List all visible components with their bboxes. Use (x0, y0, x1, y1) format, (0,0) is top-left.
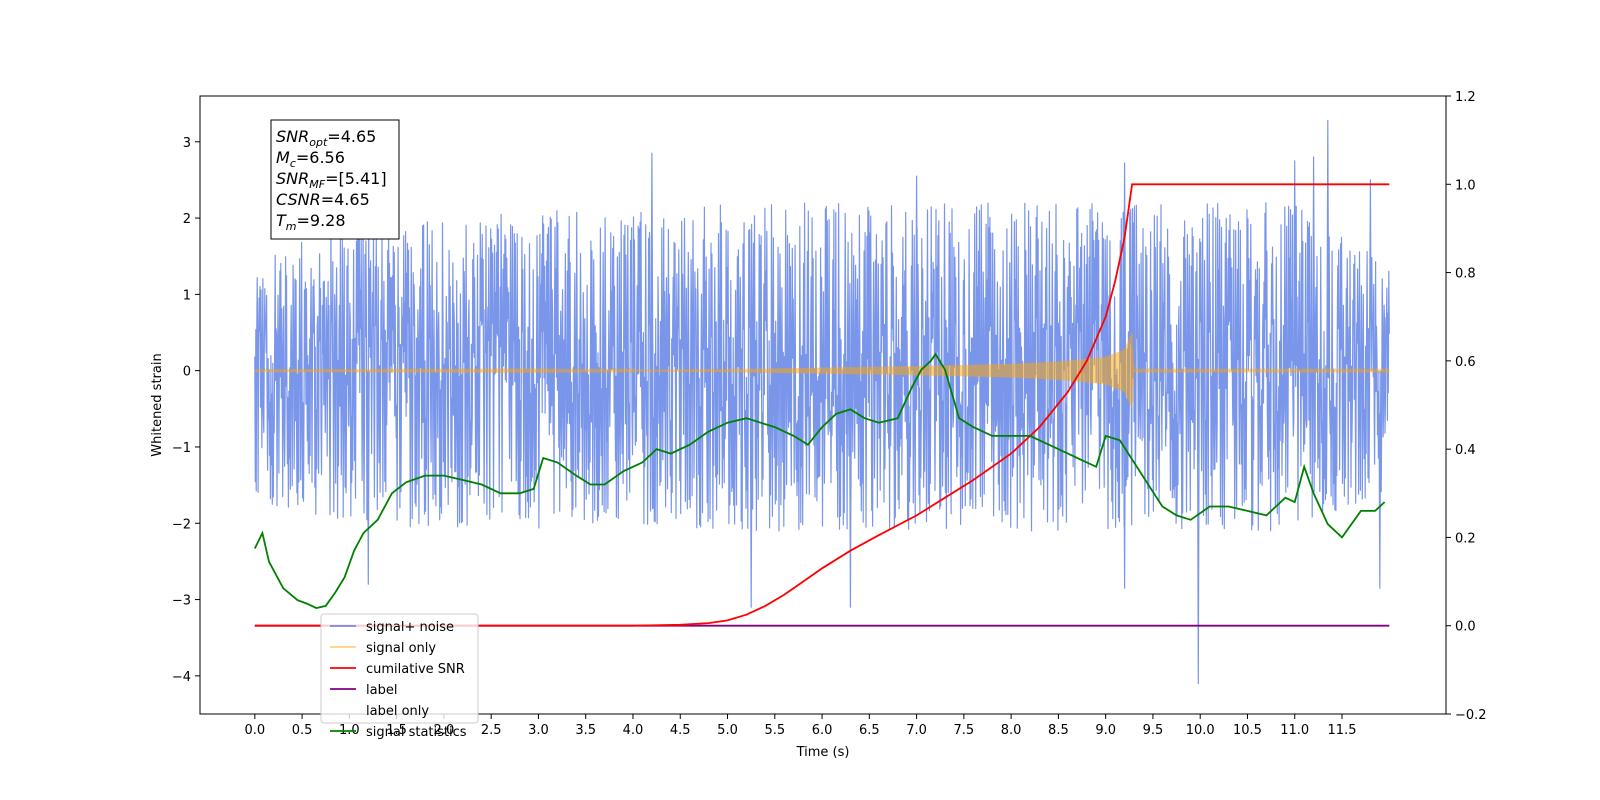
annotation-line: SNRopt=4.65 (276, 127, 376, 149)
x-tick-label: 3.0 (528, 723, 549, 738)
y2-tick-label: 0.4 (1455, 443, 1476, 458)
x-tick-label: 8.0 (1001, 723, 1022, 738)
x-tick-label: 6.0 (812, 723, 833, 738)
legend-entry: signal+ noise (366, 620, 454, 635)
annotation-box: SNRopt=4.65Mc=6.56SNRMF=[5.41]CSNR=4.65T… (270, 119, 400, 240)
y-tick-label: 3 (183, 136, 191, 151)
y-axis-left: −4 −3 −2 −1 0 1 2 3 (172, 136, 200, 685)
x-tick-label: 0.5 (292, 723, 313, 738)
series-signal-noise (254, 119, 1390, 685)
annotation-line: Tm=9.28 (276, 211, 346, 233)
annotation-subscript: opt (309, 136, 328, 149)
annotation-value: =4.65 (327, 127, 376, 146)
legend-entry: label only (366, 704, 429, 719)
y2-tick-label: 1.2 (1455, 90, 1476, 105)
annotation-symbol: T (276, 211, 287, 230)
legend-entry: signal statistics (366, 725, 467, 740)
x-tick-label: 5.5 (764, 723, 785, 738)
annotation-value: =[5.41] (325, 169, 387, 188)
x-axis: 0.0 0.5 1.0 1.5 2.0 2.5 3.0 3.5 4.0 4.5 5.0 5.5 6.0 6… (244, 714, 1356, 738)
legend-entry: signal only (366, 641, 436, 656)
y-tick-label: 2 (183, 212, 191, 227)
legend-entry: label (366, 683, 397, 698)
x-tick-label: 10.5 (1233, 723, 1262, 738)
y-tick-label: −4 (172, 670, 191, 685)
x-tick-label: 6.5 (859, 723, 880, 738)
y2-tick-label: 0.8 (1455, 267, 1476, 282)
legend-frame (320, 613, 479, 724)
annotation-value: =9.28 (297, 211, 346, 230)
y-axis-label: Whitened strain (150, 353, 165, 456)
annotation-line: CSNR=4.65 (276, 190, 370, 209)
annotation-value: =6.56 (296, 148, 345, 167)
x-tick-label: 5.0 (717, 723, 738, 738)
x-tick-label: 11.0 (1280, 723, 1309, 738)
x-tick-label: 8.5 (1048, 723, 1069, 738)
annotation-value: =4.65 (321, 190, 370, 209)
annotation-subscript: MF (309, 178, 325, 191)
x-tick-label: 0.0 (244, 723, 265, 738)
axes-frame (199, 95, 1447, 715)
y-axis-right: −0.2 0.0 0.2 0.4 0.6 0.8 1.0 1.2 (1446, 90, 1487, 723)
annotation-symbol: SNR (276, 169, 309, 188)
y2-tick-label: 0.2 (1455, 531, 1476, 546)
x-tick-label: 4.0 (623, 723, 644, 738)
x-tick-label: 9.0 (1095, 723, 1116, 738)
annotation-subscript: c (290, 157, 296, 170)
y-tick-label: −1 (172, 441, 191, 456)
y-tick-label: −2 (172, 517, 191, 532)
series-signal-statistics (253, 352, 1386, 610)
y2-tick-label: 1.0 (1455, 178, 1476, 193)
x-tick-label: 3.5 (575, 723, 596, 738)
y2-tick-label: 0.6 (1455, 355, 1476, 370)
annotation-symbol: M (276, 148, 290, 167)
y2-tick-label: 0.0 (1455, 620, 1476, 635)
x-tick-label: 2.0 (434, 723, 455, 738)
x-tick-label: 1.5 (386, 723, 407, 738)
legend: signal+ noise signal only cumilative SNR la… (320, 613, 479, 740)
x-tick-label: 4.5 (670, 723, 691, 738)
annotation-frame (270, 119, 400, 240)
annotation-line: Mc=6.56 (276, 148, 345, 170)
annotation-symbol: SNR (276, 127, 309, 146)
series-cumulative-snr (254, 183, 1390, 627)
x-tick-label: 9.5 (1143, 723, 1164, 738)
x-tick-label: 11.5 (1328, 723, 1357, 738)
plot-area (253, 119, 1390, 685)
x-tick-label: 10.0 (1186, 723, 1215, 738)
series-signal-only (254, 332, 1390, 409)
y-tick-label: 0 (183, 365, 191, 380)
annotation-line: SNRMF=[5.41] (276, 169, 387, 191)
y2-tick-label: −0.2 (1455, 708, 1487, 723)
x-tick-label: 7.5 (954, 723, 975, 738)
x-tick-label: 7.0 (906, 723, 927, 738)
annotation-subscript: m (286, 220, 297, 233)
y-tick-label: −3 (172, 594, 191, 609)
annotation-symbol: CSNR (276, 190, 321, 209)
y-tick-label: 1 (183, 288, 191, 303)
legend-entry: cumilative SNR (366, 662, 465, 677)
x-tick-label: 2.5 (481, 723, 502, 738)
x-axis-label: Time (s) (796, 745, 850, 760)
